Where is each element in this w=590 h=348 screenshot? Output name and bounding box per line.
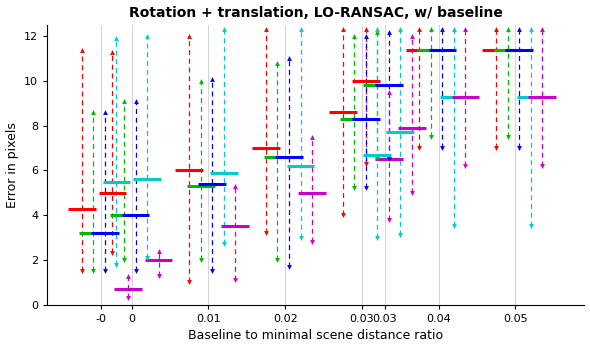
X-axis label: Baseline to minimal scene distance ratio: Baseline to minimal scene distance ratio (188, 330, 444, 342)
Y-axis label: Error in pixels: Error in pixels (5, 122, 18, 208)
Title: Rotation + translation, LO-RANSAC, w/ baseline: Rotation + translation, LO-RANSAC, w/ ba… (129, 6, 503, 19)
